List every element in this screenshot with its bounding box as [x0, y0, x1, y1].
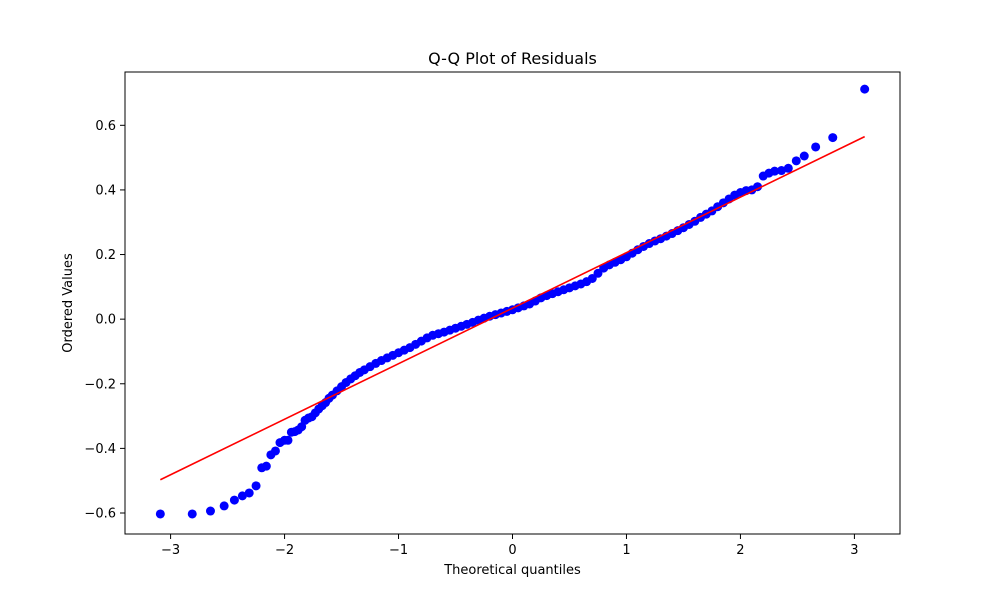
- data-point-4: [229, 495, 239, 505]
- data-point-14: [283, 435, 293, 445]
- data-point-1: [187, 509, 197, 519]
- data-point-11: [270, 446, 280, 456]
- reference-line: [159, 135, 866, 481]
- data-point-2: [205, 506, 215, 516]
- y-tick-label-2: −0.2: [84, 377, 116, 392]
- data-point-109: [791, 156, 801, 166]
- data-point-75: [593, 268, 603, 278]
- x-tick-label-4: 1: [622, 543, 630, 558]
- x-tick-label-0: −3: [161, 543, 180, 558]
- data-point-110: [799, 151, 809, 161]
- y-tick-label-0: −0.6: [84, 507, 116, 522]
- data-point-7: [251, 481, 261, 491]
- x-tick-label-6: 3: [850, 543, 858, 558]
- y-tick-label-1: −0.4: [84, 442, 116, 457]
- x-tick-label-5: 2: [736, 543, 744, 558]
- data-point-108: [783, 163, 793, 173]
- data-point-74: [587, 273, 597, 283]
- x-tick-label-3: 0: [508, 543, 516, 558]
- data-point-103: [753, 182, 763, 192]
- y-tick-label-4: 0.2: [95, 248, 116, 263]
- data-point-5: [237, 491, 247, 501]
- data-point-3: [219, 501, 229, 511]
- y-tick-label-5: 0.4: [95, 183, 116, 198]
- fit-line-layer: [159, 135, 866, 481]
- x-tick-label-1: −2: [275, 543, 294, 558]
- y-axis-label: Ordered Values: [61, 253, 76, 353]
- data-point-112: [828, 133, 838, 143]
- x-axis: −3 −2 −1 0 1 2 3: [161, 534, 859, 558]
- x-axis-label: Theoretical quantiles: [443, 563, 581, 578]
- points-layer: [155, 84, 870, 519]
- data-point-0: [155, 509, 165, 519]
- y-tick-label-3: 0.0: [95, 313, 116, 328]
- data-point-113: [860, 84, 870, 94]
- y-tick-label-6: 0.6: [95, 119, 116, 134]
- y-axis: −0.6 −0.4 −0.2 0.0 0.2 0.4 0.6: [84, 119, 125, 522]
- data-point-111: [811, 142, 821, 152]
- chart-title: Q-Q Plot of Residuals: [428, 49, 597, 68]
- data-point-106: [770, 166, 780, 176]
- plot-frame: [124, 71, 901, 535]
- x-tick-label-2: −1: [389, 543, 408, 558]
- data-point-9: [261, 461, 271, 471]
- data-point-6: [244, 488, 254, 498]
- data-point-107: [776, 166, 786, 176]
